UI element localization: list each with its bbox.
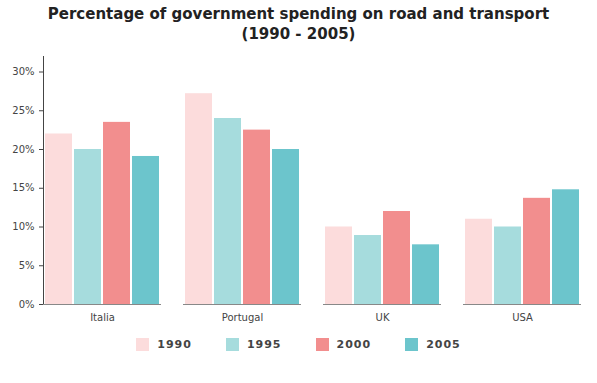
html-text:2005: 2005 (426, 338, 461, 351)
svg-text:0%: 0% (19, 299, 35, 310)
svg-text:10%: 10% (12, 221, 34, 232)
svg-text:UK: UK (376, 312, 390, 323)
svg-text:USA: USA (512, 312, 533, 323)
html-text:(1990 - 2005): (1990 - 2005) (241, 25, 356, 43)
svg-text:Portugal: Portugal (222, 312, 263, 323)
svg-text:30%: 30% (12, 66, 34, 77)
html-text:Percentage of government spend: Percentage of government spending on roa… (47, 5, 550, 23)
html-text:1995: 1995 (246, 338, 282, 351)
html-text:1990: 1990 (157, 338, 192, 351)
svg-text:25%: 25% (12, 105, 34, 116)
svg-text:20%: 20% (12, 144, 34, 155)
svg-text:5%: 5% (19, 260, 35, 271)
svg-text:Italia: Italia (90, 312, 115, 323)
html-text:2000: 2000 (336, 338, 372, 351)
svg-text:15%: 15% (12, 182, 34, 193)
